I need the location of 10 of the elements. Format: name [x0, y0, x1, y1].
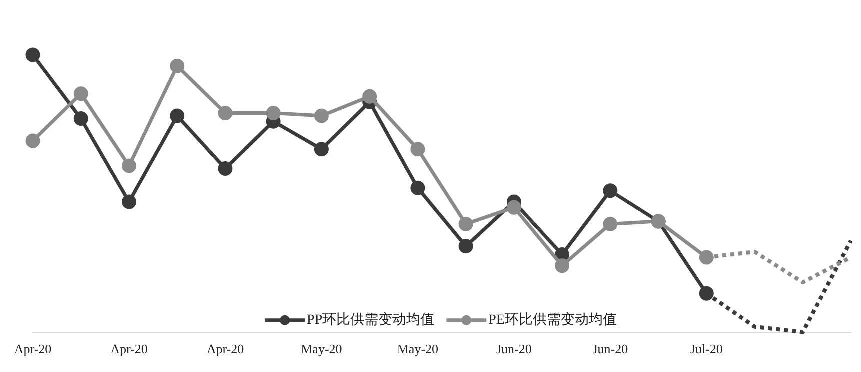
legend-label: PE环比供需变动均值 [488, 312, 617, 328]
legend-label: PP环比供需变动均值 [307, 312, 435, 328]
x-tick-label: Jun-20 [592, 342, 628, 357]
x-tick-label: Apr-20 [206, 342, 244, 357]
x-tick-label: May-20 [397, 342, 439, 357]
x-tick-label: Apr-20 [110, 342, 148, 357]
x-tick-label: May-20 [301, 342, 342, 357]
x-tick-label: Jun-20 [496, 342, 532, 357]
x-tick-label: Apr-20 [14, 342, 52, 357]
x-tick-label: Jul-20 [690, 342, 723, 357]
